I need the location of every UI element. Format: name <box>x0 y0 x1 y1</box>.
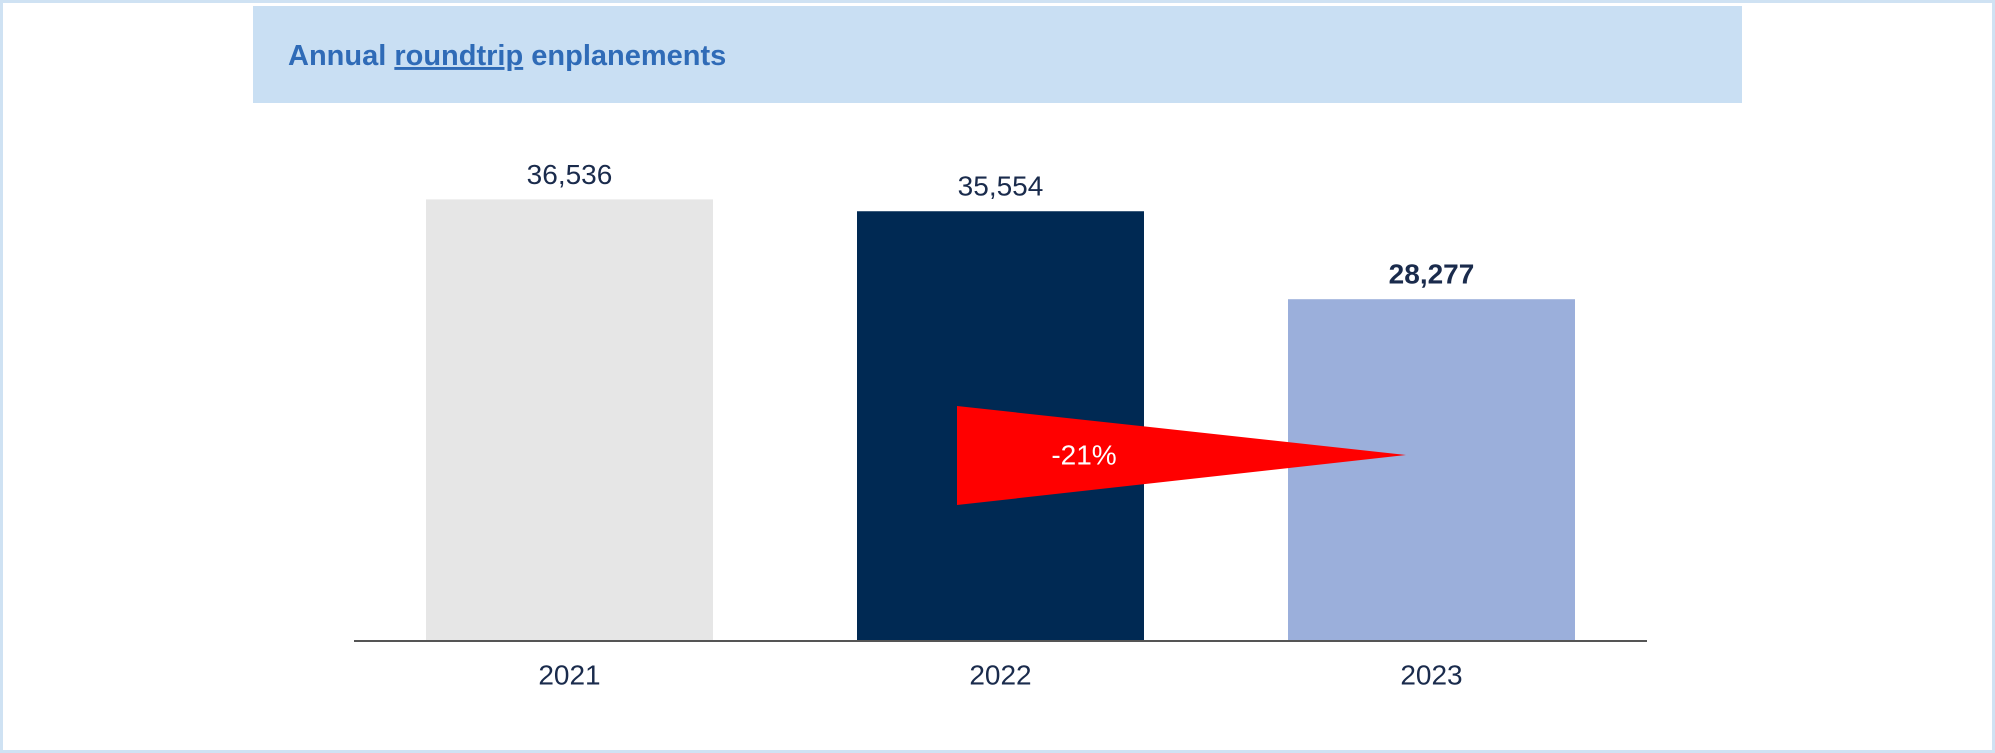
change-arrow <box>957 406 1406 505</box>
x-tick-label: 2021 <box>538 659 600 690</box>
chart-title: Annual roundtrip enplanements <box>288 40 726 72</box>
value-label: 28,277 <box>1389 259 1475 290</box>
value-label: 36,536 <box>527 159 613 190</box>
plot: 36,536 2021 35,554 2022 28,277 2023 -21% <box>354 159 1647 690</box>
x-tick-label: 2022 <box>969 659 1031 690</box>
annotation: -21% <box>1051 439 1116 470</box>
value-label: 35,554 <box>958 171 1044 202</box>
title-banner <box>253 6 1742 103</box>
bar <box>426 199 713 641</box>
bar <box>1288 299 1575 641</box>
title-part: Annual <box>288 40 386 72</box>
title-part: roundtrip <box>394 40 523 72</box>
title-part: enplanements <box>531 40 726 72</box>
x-tick-label: 2023 <box>1400 659 1462 690</box>
